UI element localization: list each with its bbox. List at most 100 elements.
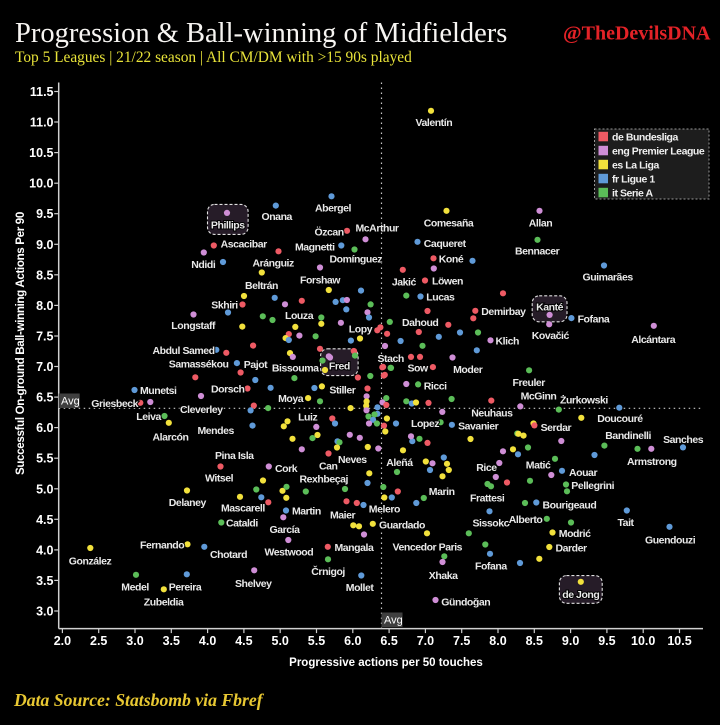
svg-text:Klich: Klich — [496, 335, 519, 347]
svg-text:Samassékou: Samassékou — [169, 359, 229, 371]
svg-text:Ricci: Ricci — [424, 381, 447, 393]
svg-text:Forshaw: Forshaw — [300, 275, 341, 287]
svg-text:eng Premier League: eng Premier League — [612, 145, 705, 157]
svg-text:Martin: Martin — [292, 506, 321, 518]
svg-text:Stach: Stach — [378, 353, 404, 365]
svg-text:Neves: Neves — [338, 454, 367, 466]
svg-text:Marin: Marin — [429, 486, 455, 498]
svg-text:Vencedor Paris: Vencedor Paris — [393, 542, 463, 554]
svg-text:Pereira: Pereira — [169, 581, 202, 593]
svg-text:Chotard: Chotard — [210, 549, 247, 561]
svg-text:10.0: 10.0 — [29, 177, 53, 191]
svg-text:Doucouré: Doucouré — [597, 413, 643, 425]
svg-text:4.0: 4.0 — [36, 543, 53, 557]
svg-text:6.5: 6.5 — [36, 391, 53, 405]
svg-text:11.0: 11.0 — [30, 116, 54, 130]
svg-text:3.5: 3.5 — [163, 634, 180, 648]
svg-text:Ascacibar: Ascacibar — [221, 239, 268, 251]
svg-text:Comesaña: Comesaña — [424, 217, 474, 229]
svg-text:5.0: 5.0 — [272, 634, 289, 648]
svg-text:Moya: Moya — [278, 393, 304, 405]
svg-text:Bandinelli: Bandinelli — [605, 430, 651, 442]
svg-text:Jakić: Jakić — [392, 276, 417, 288]
svg-text:Neuhaus: Neuhaus — [471, 408, 513, 420]
svg-text:11.5: 11.5 — [30, 85, 54, 99]
svg-text:Guardado: Guardado — [379, 520, 425, 532]
svg-text:Cataldi: Cataldi — [226, 518, 258, 530]
svg-text:Top 5 Leagues | 21/22 season |: Top 5 Leagues | 21/22 season | All CM/DM… — [15, 49, 412, 66]
svg-text:4.0: 4.0 — [199, 634, 216, 648]
svg-text:Luiz: Luiz — [298, 411, 317, 423]
svg-text:Stiller: Stiller — [329, 384, 355, 396]
svg-text:Pellegrini: Pellegrini — [571, 480, 614, 492]
svg-text:Leiva: Leiva — [136, 411, 161, 423]
svg-text:Dahoud: Dahoud — [402, 317, 438, 329]
svg-text:Aleñá: Aleñá — [386, 457, 413, 469]
svg-text:6.0: 6.0 — [344, 634, 361, 648]
svg-text:Progression & Ball-winning of: Progression & Ball-winning of Midfielder… — [15, 18, 507, 49]
svg-text:Avg: Avg — [61, 396, 80, 408]
svg-text:Skhiri: Skhiri — [211, 300, 238, 312]
svg-text:Allan: Allan — [529, 217, 552, 229]
svg-text:Beltrán: Beltrán — [245, 280, 278, 292]
svg-text:Louza: Louza — [285, 310, 314, 322]
svg-text:4.5: 4.5 — [235, 634, 252, 648]
svg-text:Frattesi: Frattesi — [470, 493, 505, 505]
svg-text:Domínguez: Domínguez — [330, 253, 383, 265]
svg-text:Melero: Melero — [369, 503, 400, 515]
svg-text:Munetsi: Munetsi — [140, 385, 177, 397]
svg-text:8.5: 8.5 — [526, 634, 543, 648]
svg-text:8.5: 8.5 — [36, 268, 53, 282]
svg-text:Delaney: Delaney — [169, 497, 207, 509]
svg-text:Sow: Sow — [408, 363, 430, 375]
svg-text:Valentín: Valentín — [416, 117, 453, 129]
svg-text:Rexhbeçaj: Rexhbeçaj — [300, 473, 349, 485]
svg-text:Sissoko: Sissoko — [473, 518, 510, 530]
svg-text:7.0: 7.0 — [36, 360, 53, 374]
svg-text:Sanches: Sanches — [663, 434, 704, 446]
svg-text:Pina Isla: Pina Isla — [215, 450, 254, 462]
svg-text:it Serie A: it Serie A — [612, 187, 653, 199]
svg-text:Successful On-ground Ball-winn: Successful On-ground Ball-winning Action… — [14, 212, 27, 475]
svg-text:Darder: Darder — [556, 543, 588, 555]
svg-text:Serdar: Serdar — [541, 422, 572, 434]
svg-text:Löwen: Löwen — [432, 276, 463, 288]
svg-text:Fernando: Fernando — [140, 539, 184, 551]
svg-text:7.0: 7.0 — [417, 634, 434, 648]
svg-text:10.5: 10.5 — [29, 146, 53, 160]
svg-text:Armstrong: Armstrong — [627, 456, 677, 468]
svg-text:Fred: Fred — [329, 361, 350, 373]
svg-text:Demirbay: Demirbay — [481, 306, 526, 318]
svg-text:Tait: Tait — [618, 517, 635, 529]
svg-text:Guendouzi: Guendouzi — [645, 535, 696, 547]
svg-text:9.0: 9.0 — [562, 634, 579, 648]
svg-text:2.0: 2.0 — [54, 634, 71, 648]
svg-text:Cleverley: Cleverley — [180, 404, 223, 416]
svg-text:Medel: Medel — [121, 581, 149, 593]
svg-text:Fofana: Fofana — [475, 561, 507, 573]
svg-text:Kovačić: Kovačić — [532, 330, 570, 342]
svg-text:Aránguiz: Aránguiz — [253, 258, 295, 270]
svg-text:Bennacer: Bennacer — [515, 245, 560, 257]
svg-text:Lucas: Lucas — [426, 292, 455, 304]
svg-text:Longstaff: Longstaff — [171, 320, 216, 332]
svg-text:de Jong: de Jong — [562, 589, 599, 601]
svg-text:Özcan: Özcan — [315, 225, 344, 238]
svg-text:Mangala: Mangala — [335, 542, 374, 554]
svg-text:Witsel: Witsel — [205, 473, 234, 485]
svg-text:Xhaka: Xhaka — [429, 570, 458, 582]
svg-text:Magnetti: Magnetti — [295, 241, 335, 253]
svg-text:Dorsch: Dorsch — [211, 384, 245, 396]
svg-text:Abdul Samed: Abdul Samed — [153, 345, 215, 357]
svg-text:Mendes: Mendes — [198, 425, 235, 437]
svg-text:Can: Can — [319, 461, 338, 473]
svg-text:8.0: 8.0 — [36, 299, 53, 313]
svg-text:9.5: 9.5 — [36, 207, 53, 221]
svg-text:Kanté: Kanté — [536, 302, 564, 314]
svg-text:Alarcón: Alarcón — [153, 431, 189, 443]
svg-text:@TheDevilsDNA: @TheDevilsDNA — [563, 23, 711, 45]
svg-text:10.5: 10.5 — [667, 634, 691, 648]
svg-text:es La Liga: es La Liga — [612, 159, 659, 171]
svg-text:Alberto: Alberto — [509, 514, 543, 526]
svg-text:fr Ligue 1: fr Ligue 1 — [612, 173, 655, 185]
